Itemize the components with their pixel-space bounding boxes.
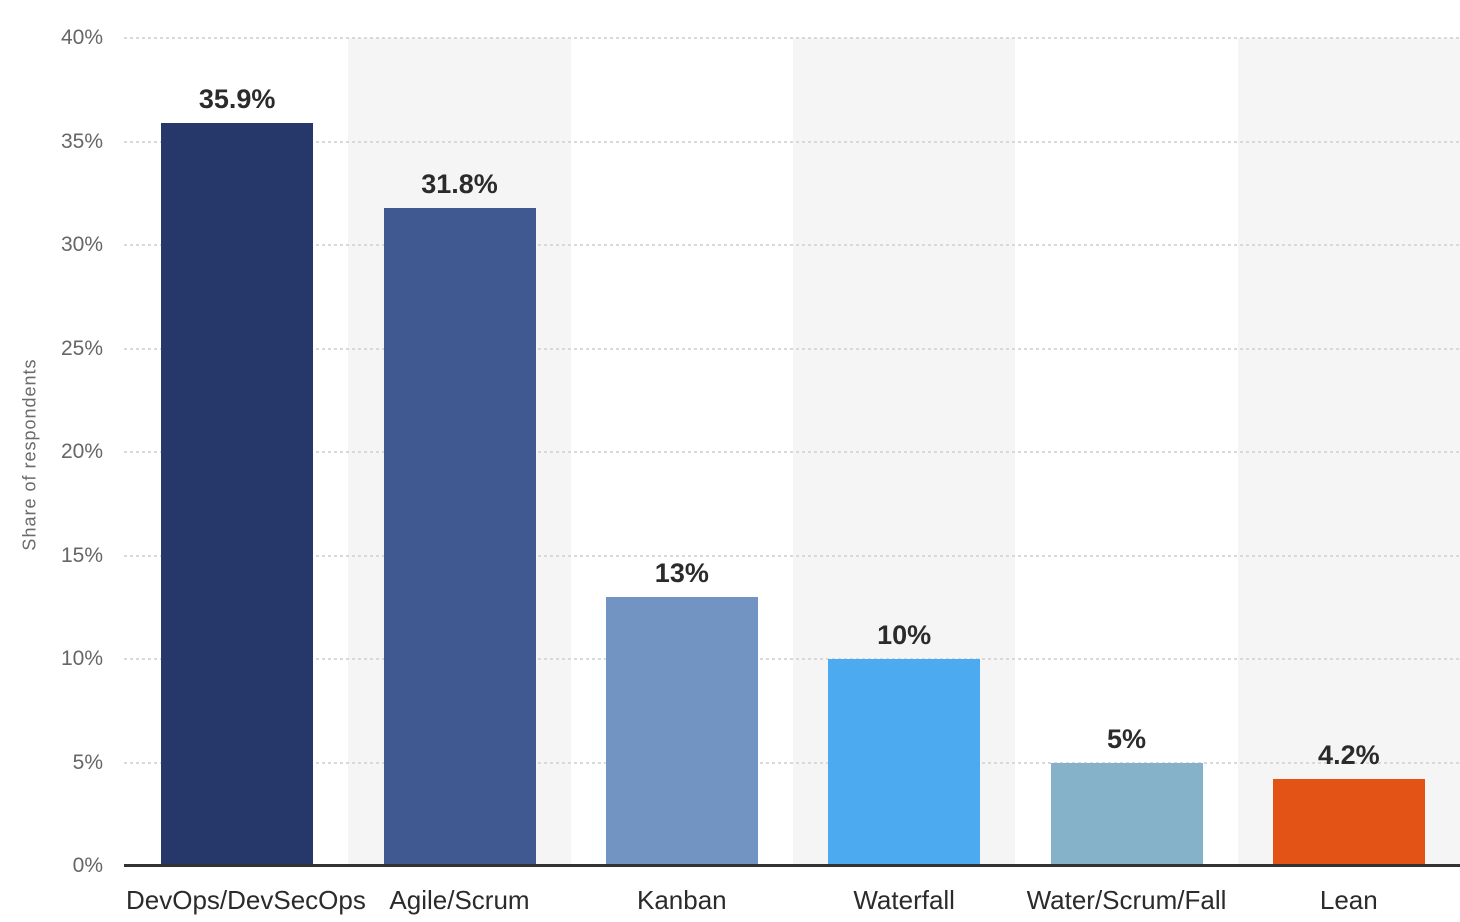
bar-value-label: 4.2% [1318, 740, 1380, 771]
bar [161, 122, 314, 866]
category-label: DevOps/DevSecOps [126, 885, 366, 915]
bar-value-label: 10% [877, 620, 932, 650]
x-axis-line [124, 864, 1460, 867]
bar-value-label: 13% [654, 557, 709, 588]
category-label: Kanban [636, 885, 727, 915]
gridline [124, 244, 1460, 246]
gridline [124, 554, 1460, 557]
gridline [124, 761, 1460, 764]
bar [605, 596, 758, 866]
y-tick-label: 40% [60, 26, 103, 49]
y-tick-label: 15% [60, 543, 103, 567]
category-label: Water/Scrum/Fall [1026, 885, 1227, 915]
bar [828, 659, 981, 866]
y-tick-label: 5% [72, 750, 103, 774]
bar [383, 207, 536, 866]
gridline [124, 451, 1460, 453]
gridline [124, 140, 1460, 143]
y-tick-label: 0% [72, 854, 103, 877]
category-label: Agile/Scrum [389, 885, 530, 915]
y-tick-label: 10% [60, 647, 103, 670]
gridline [124, 347, 1460, 350]
y-tick-label: 25% [60, 336, 103, 360]
category-label: Waterfall [853, 885, 955, 915]
y-tick-label: 35% [60, 129, 103, 153]
bar-value-label: 5% [1106, 723, 1146, 754]
bar [1050, 762, 1203, 866]
y-tick-label: 30% [60, 233, 103, 256]
bar [1272, 779, 1425, 866]
y-tick-label: 20% [60, 440, 103, 463]
gridline [124, 37, 1460, 39]
bar-value-label: 31.8% [421, 168, 498, 199]
category-label: Lean [1319, 885, 1378, 915]
bar-value-label: 35.9% [198, 83, 276, 114]
gridline [124, 658, 1460, 660]
